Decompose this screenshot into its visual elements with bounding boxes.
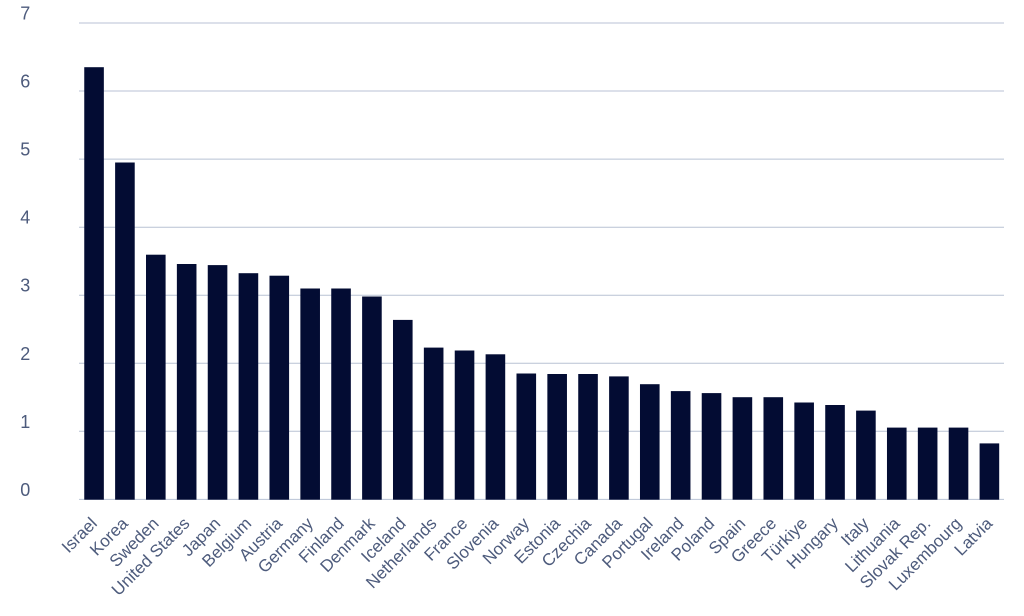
svg-text:0: 0 <box>20 480 30 500</box>
svg-text:2: 2 <box>20 344 30 364</box>
svg-text:3: 3 <box>20 276 30 296</box>
svg-text:6: 6 <box>20 72 30 92</box>
svg-text:5: 5 <box>20 140 30 160</box>
svg-text:1: 1 <box>20 412 30 432</box>
svg-text:7: 7 <box>20 4 30 24</box>
svg-text:4: 4 <box>20 208 30 228</box>
